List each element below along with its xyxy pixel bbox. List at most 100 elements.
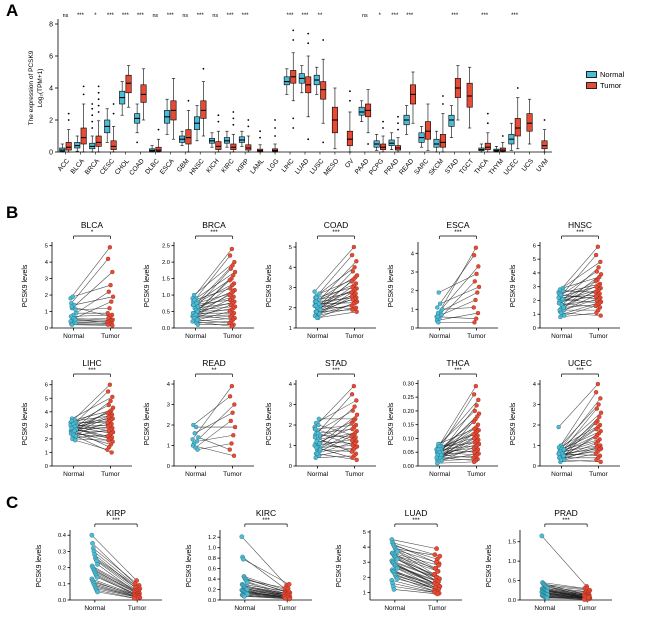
x-tick-label: UVM <box>535 158 550 174</box>
tumor-points <box>471 245 482 325</box>
sig-label: *** <box>454 229 462 236</box>
y-tick-label: 0.5 <box>508 579 516 585</box>
sig-label: *** <box>112 517 120 524</box>
category-UCS: UCS <box>521 98 536 173</box>
sig-label: *** <box>454 367 462 374</box>
sig-label: ns <box>63 13 69 19</box>
plot-title: READ <box>202 358 226 368</box>
sig-bracket <box>244 523 288 527</box>
paired-plot-LIHC: LIHC*** 0 1 2 3 4 5 6 Normal Tumor PCSK9 levels <box>22 358 132 478</box>
plot-ylabel: PCSK9 levels <box>144 264 151 307</box>
tumor-points <box>593 381 604 465</box>
sig-bracket <box>439 235 477 239</box>
x-tick-label: CESC <box>99 158 116 177</box>
x-tick-label: PCPG <box>368 158 385 177</box>
sig-label: * <box>91 229 94 236</box>
y-tick-label: 1 <box>533 312 536 318</box>
x-tick-label-normal: Normal <box>234 605 256 612</box>
plot-title: HNSC <box>568 220 592 230</box>
y-tick-label: 3 <box>363 560 366 566</box>
normal-points <box>539 533 550 601</box>
y-tick-label: 4 <box>45 260 49 266</box>
tumor-points <box>349 244 360 314</box>
x-tick-label: UCS <box>521 157 536 173</box>
tumor-color-swatch <box>586 82 597 89</box>
y-tick-label: 5 <box>289 245 292 251</box>
plot-cell-PRAD: PRAD *** 0.0 0.5 1.0 1.5 Normal Tumor PCSK9 leve… <box>480 506 622 626</box>
x-tick-label-normal: Normal <box>429 333 451 340</box>
y-tick-label: 0.15 <box>403 423 414 429</box>
sig-label: *** <box>481 13 489 19</box>
sig-label: *** <box>451 13 459 19</box>
x-tick-label: KIRC <box>220 158 236 175</box>
x-tick-label: ESCA <box>159 157 176 176</box>
pan-cancer-boxplot-chart: 0 2 4 6 8 The expression of PCSK9 Log₂(TPM+1) n… <box>28 13 552 177</box>
plot-cell-KIRC: KIRC *** 0.0 0.2 0.4 0.6 0.8 1.0 1.2 Normal Tumor P… <box>180 506 322 626</box>
x-tick-label-normal: Normal <box>185 333 207 340</box>
x-tick-label-tumor: Tumor <box>128 605 147 612</box>
x-tick-label: SKCM <box>428 158 446 177</box>
x-tick-label-normal: Normal <box>384 605 406 612</box>
tumor-points <box>131 578 143 601</box>
x-tick-label-tumor: Tumor <box>589 333 608 340</box>
sig-label: ns <box>212 13 218 19</box>
plot-ylabel: PCSK9 levels <box>510 264 517 307</box>
sig-bracket <box>73 235 111 239</box>
plot-ylabel: PCSK9 levels <box>388 402 395 445</box>
y-tick-label: 0.6 <box>208 567 216 573</box>
y-tick-label: 4 <box>167 382 171 388</box>
paired-plot-READ: READ** 0 1 2 3 4 Normal Tumor PCSK9 levels <box>144 358 254 478</box>
x-tick-label: TGCT <box>458 158 475 176</box>
sig-label: ns <box>182 13 188 19</box>
y-tick-label: 0 <box>45 464 48 470</box>
plot-ylabel: PCSK9 levels <box>36 544 43 587</box>
plot-ylabel: PCSK9 levels <box>266 264 273 307</box>
category-ESCA: *** ESCA <box>159 13 177 176</box>
x-tick-label-normal: Normal <box>63 333 85 340</box>
y-tick-label: 2 <box>411 289 414 295</box>
tumor-points <box>227 383 238 458</box>
plot-ylabel: PCSK9 levels <box>510 402 517 445</box>
sig-label: *** <box>332 367 340 374</box>
legend-tumor-label: Tumor <box>600 81 622 90</box>
y-tick-label: 4 <box>533 271 537 277</box>
y-tick-label: 0.4 <box>58 533 67 539</box>
paired-plot-BRCA: BRCA*** 0.0 0.5 1.0 1.5 2.0 2.5 Normal Tumor PCSK… <box>144 220 254 340</box>
y-tick-label: 2 <box>533 423 536 429</box>
sig-label: *** <box>262 517 270 524</box>
y-tick-label: 8 <box>49 21 53 28</box>
sig-label: *** <box>167 13 175 19</box>
y-tick-label: 1.0 <box>508 559 516 565</box>
panel-a-ylabel-line1: The expression of PCSK9 <box>28 50 35 125</box>
plot-ylabel: PCSK9 levels <box>266 402 273 445</box>
x-tick-label-normal: Normal <box>551 333 573 340</box>
y-tick-label: 0.5 <box>162 310 170 316</box>
category-LIHC: ***LIHC <box>281 13 297 174</box>
panel-a-label: A <box>6 1 19 20</box>
axes <box>171 380 254 469</box>
y-tick-label: 1.0 <box>162 293 170 299</box>
y-tick-label: 0.4 <box>208 577 217 583</box>
y-tick-label: 1 <box>411 307 414 313</box>
sig-label: *** <box>210 229 218 236</box>
sig-bracket <box>195 373 233 377</box>
axes <box>537 380 620 469</box>
y-tick-label: 0 <box>49 149 53 156</box>
sig-label: *** <box>511 13 519 19</box>
plot-title: UCEC <box>568 358 592 368</box>
sig-label: ns <box>362 13 368 19</box>
sig-label: * <box>94 13 97 19</box>
category-STAD: *** STAD <box>444 13 461 175</box>
paired-plot-STAD: STAD*** 0 1 2 3 4 Normal Tumor PCSK9 levels <box>266 358 376 478</box>
x-tick-label: COAD <box>128 158 146 177</box>
plot-cell-BRCA: BRCA *** 0.0 0.5 1.0 1.5 2.0 2.5 Normal Tumor PCSK… <box>140 218 262 356</box>
axes <box>49 380 132 469</box>
category-UVM: UVM <box>535 119 550 174</box>
plot-title: KIRC <box>256 508 276 518</box>
normal-points <box>68 294 79 327</box>
plot-cell-LUAD: LUAD *** 1 2 3 4 5 Normal Tumor PCSK9 levels <box>330 506 472 626</box>
